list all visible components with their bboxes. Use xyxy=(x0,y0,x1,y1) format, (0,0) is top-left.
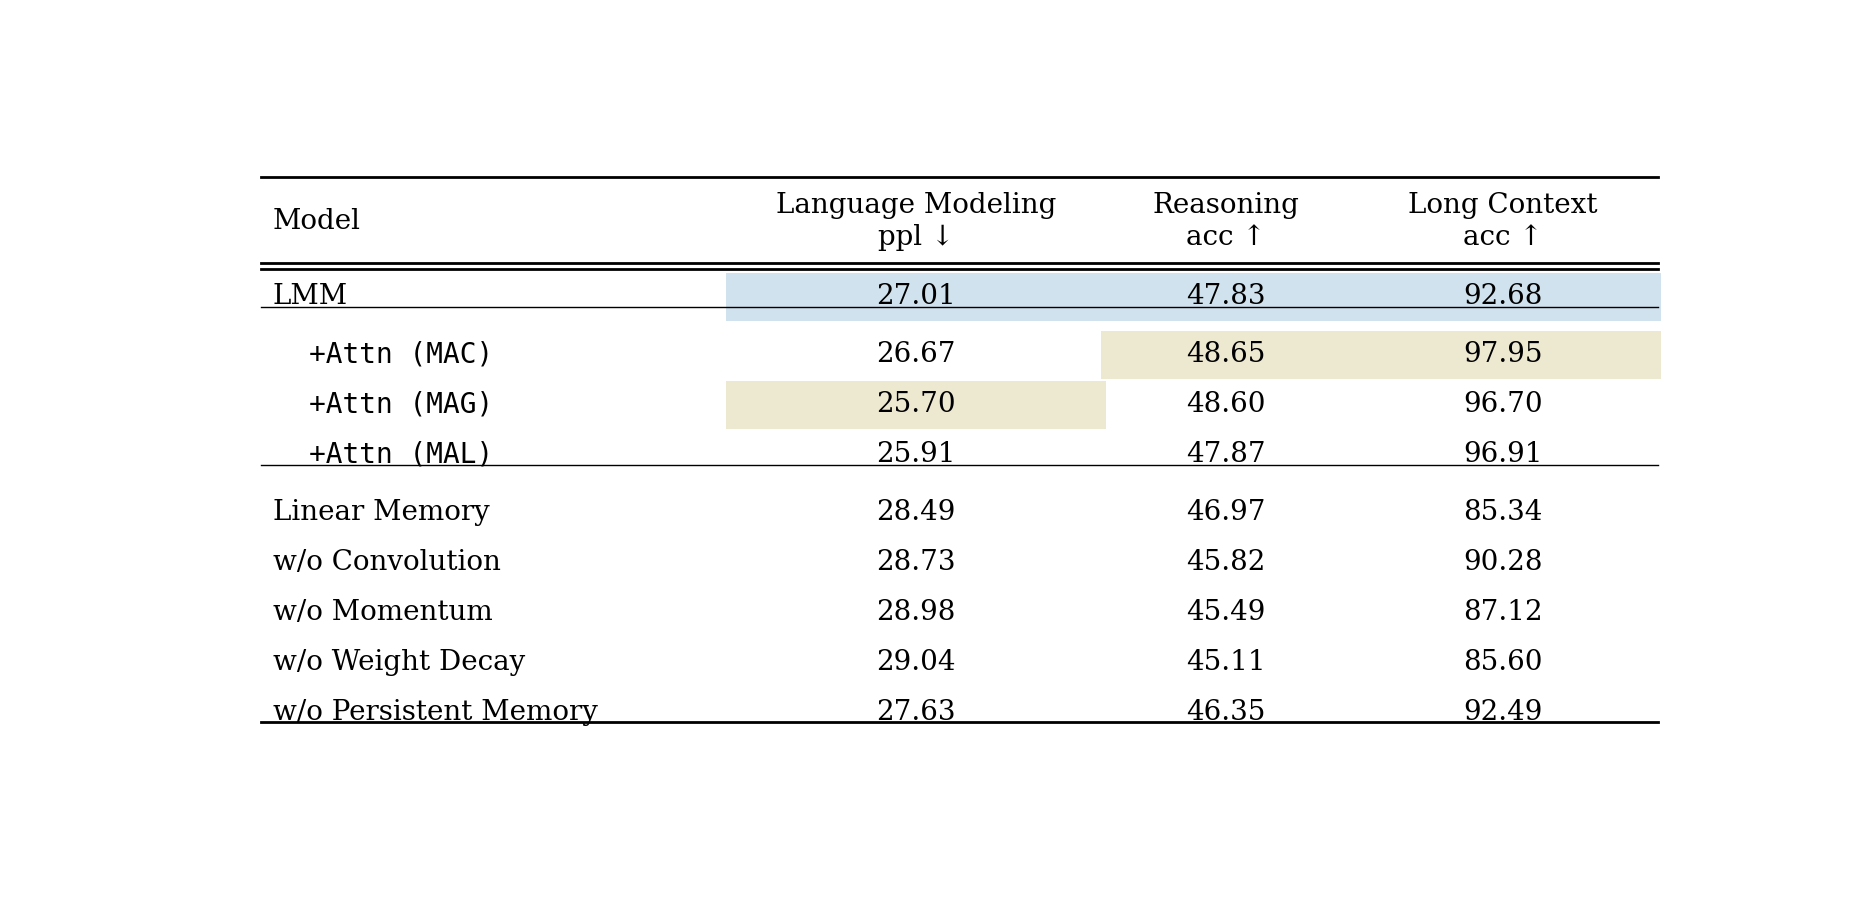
Bar xyxy=(726,272,1105,321)
Bar xyxy=(1344,331,1660,378)
Text: 45.82: 45.82 xyxy=(1185,549,1265,576)
Text: 27.63: 27.63 xyxy=(877,699,956,725)
Text: Model: Model xyxy=(273,208,360,235)
Text: 47.87: 47.87 xyxy=(1185,441,1265,468)
Text: Language Modeling
ppl ↓: Language Modeling ppl ↓ xyxy=(776,192,1057,251)
Text: Reasoning
acc ↑: Reasoning acc ↑ xyxy=(1151,192,1298,251)
Bar xyxy=(1344,272,1660,321)
Text: 96.91: 96.91 xyxy=(1463,441,1541,468)
Text: w/o Persistent Memory: w/o Persistent Memory xyxy=(273,699,598,725)
Text: 25.70: 25.70 xyxy=(877,391,956,418)
Text: 87.12: 87.12 xyxy=(1463,599,1541,626)
Text: 28.73: 28.73 xyxy=(877,549,956,576)
Text: w/o Weight Decay: w/o Weight Decay xyxy=(273,649,524,676)
Bar xyxy=(1099,272,1350,321)
Text: 47.83: 47.83 xyxy=(1185,283,1265,310)
Text: LMM: LMM xyxy=(273,283,347,310)
Text: 46.35: 46.35 xyxy=(1185,699,1265,725)
Text: 28.49: 28.49 xyxy=(877,499,954,526)
Text: Linear Memory: Linear Memory xyxy=(273,499,488,526)
Text: 85.34: 85.34 xyxy=(1463,499,1541,526)
Bar xyxy=(726,381,1105,429)
Text: w/o Convolution: w/o Convolution xyxy=(273,549,500,576)
Text: 90.28: 90.28 xyxy=(1463,549,1541,576)
Text: 92.49: 92.49 xyxy=(1463,699,1541,725)
Text: 45.49: 45.49 xyxy=(1185,599,1265,626)
Text: +Attn (MAL): +Attn (MAL) xyxy=(308,441,492,468)
Text: 25.91: 25.91 xyxy=(877,441,956,468)
Text: w/o Momentum: w/o Momentum xyxy=(273,599,492,626)
Text: 28.98: 28.98 xyxy=(877,599,954,626)
Bar xyxy=(1099,331,1350,378)
Text: 92.68: 92.68 xyxy=(1463,283,1541,310)
Text: 45.11: 45.11 xyxy=(1185,649,1265,676)
Text: 27.01: 27.01 xyxy=(877,283,956,310)
Text: 85.60: 85.60 xyxy=(1463,649,1541,676)
Text: 48.65: 48.65 xyxy=(1185,342,1265,369)
Text: 48.60: 48.60 xyxy=(1185,391,1265,418)
Text: 97.95: 97.95 xyxy=(1463,342,1541,369)
Text: 29.04: 29.04 xyxy=(877,649,956,676)
Text: +Attn (MAC): +Attn (MAC) xyxy=(308,341,492,369)
Text: 46.97: 46.97 xyxy=(1185,499,1265,526)
Text: +Attn (MAG): +Attn (MAG) xyxy=(308,391,492,419)
Text: Long Context
acc ↑: Long Context acc ↑ xyxy=(1408,192,1597,251)
Text: 96.70: 96.70 xyxy=(1463,391,1541,418)
Text: 26.67: 26.67 xyxy=(877,342,956,369)
